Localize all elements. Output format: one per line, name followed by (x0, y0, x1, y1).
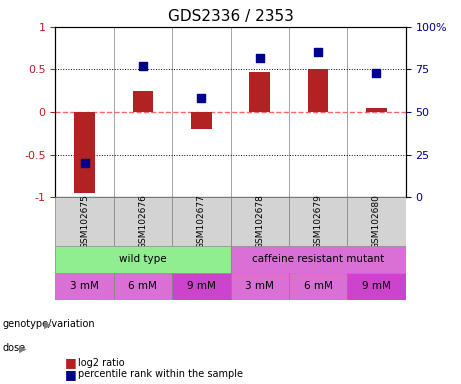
Point (373, 70, 380, 76)
Text: GSM102679: GSM102679 (313, 194, 323, 249)
Point (139, 63, 147, 69)
FancyBboxPatch shape (55, 197, 114, 246)
Point (314, 50, 322, 56)
FancyBboxPatch shape (172, 273, 230, 300)
Text: ▶: ▶ (19, 343, 26, 353)
Text: 6 mM: 6 mM (304, 281, 332, 291)
Bar (74, 112, 95, 193)
FancyBboxPatch shape (347, 273, 406, 300)
Text: caffeine resistant mutant: caffeine resistant mutant (252, 254, 384, 264)
Text: percentile rank within the sample: percentile rank within the sample (78, 369, 243, 379)
Text: ▶: ▶ (44, 320, 52, 330)
FancyBboxPatch shape (230, 197, 289, 246)
Point (198, 95, 205, 101)
FancyBboxPatch shape (114, 273, 172, 300)
Text: genotype/variation: genotype/variation (2, 319, 95, 329)
FancyBboxPatch shape (230, 246, 406, 273)
Text: GSM102676: GSM102676 (138, 194, 148, 249)
Text: GSM102678: GSM102678 (255, 194, 264, 249)
Point (81, 160, 88, 166)
Text: ■: ■ (65, 356, 76, 369)
Point (256, 55, 263, 61)
Bar (249, 72, 270, 112)
Bar (366, 108, 387, 112)
Text: 9 mM: 9 mM (187, 281, 216, 291)
Text: 3 mM: 3 mM (70, 281, 99, 291)
FancyBboxPatch shape (55, 273, 114, 300)
FancyBboxPatch shape (172, 197, 230, 246)
FancyBboxPatch shape (289, 197, 347, 246)
Text: dose: dose (2, 343, 25, 353)
FancyBboxPatch shape (289, 273, 347, 300)
FancyBboxPatch shape (55, 246, 230, 273)
Text: 6 mM: 6 mM (129, 281, 157, 291)
Text: wild type: wild type (119, 254, 167, 264)
FancyBboxPatch shape (114, 197, 172, 246)
FancyBboxPatch shape (230, 273, 289, 300)
Text: GSM102677: GSM102677 (197, 194, 206, 249)
Bar (308, 70, 328, 112)
Text: 9 mM: 9 mM (362, 281, 391, 291)
Text: GSM102675: GSM102675 (80, 194, 89, 249)
Text: GSM102680: GSM102680 (372, 194, 381, 249)
Bar (133, 91, 153, 112)
Title: GDS2336 / 2353: GDS2336 / 2353 (167, 9, 294, 24)
Text: ■: ■ (65, 368, 76, 381)
Text: 3 mM: 3 mM (245, 281, 274, 291)
Bar (191, 112, 212, 129)
Text: log2 ratio: log2 ratio (78, 358, 125, 368)
FancyBboxPatch shape (347, 197, 406, 246)
